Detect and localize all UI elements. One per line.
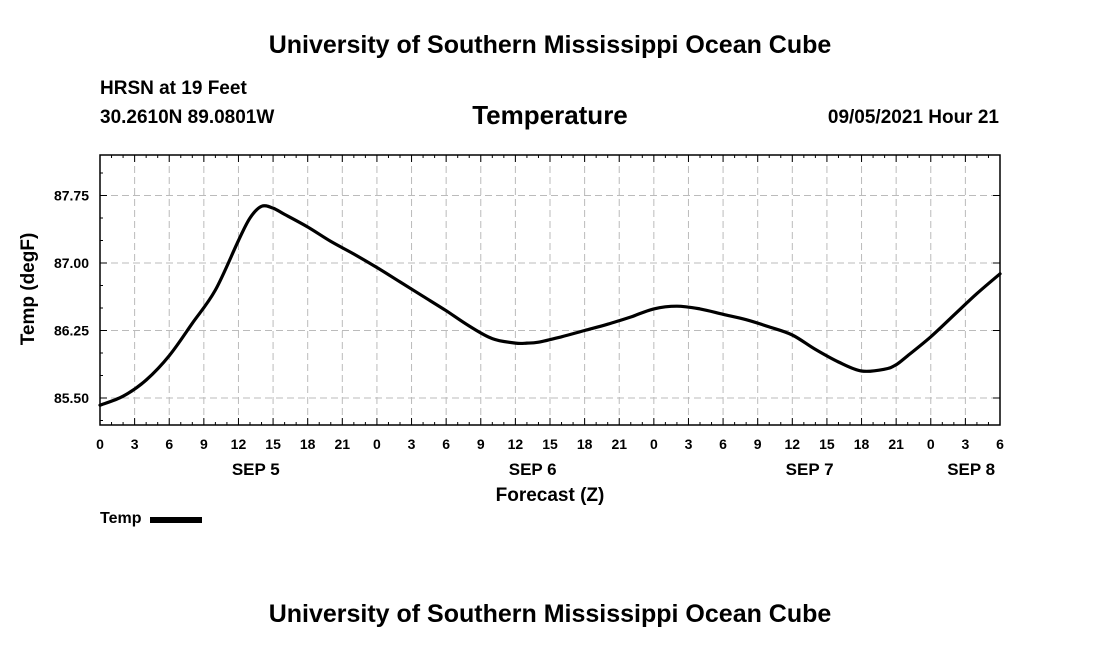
page-title: University of Southern Mississippi Ocean…	[268, 31, 832, 59]
x-tick-label: 12	[231, 436, 247, 452]
temp-series-line	[98, 204, 1002, 407]
footer-title: University of Southern Mississippi Ocean…	[268, 600, 832, 628]
x-tick-label: 0	[373, 436, 381, 452]
x-tick-label: 15	[542, 436, 558, 452]
date-label: SEP 5	[232, 460, 280, 479]
x-tick-label: 9	[200, 436, 208, 452]
station-coordinates: 30.2610N 89.0801W	[100, 107, 275, 128]
date-label: SEP 8	[947, 460, 995, 479]
x-tick-label: 18	[300, 436, 316, 452]
x-tick-label: 15	[819, 436, 835, 452]
ticks	[99, 155, 1001, 425]
station-name: HRSN at 19 Feet	[100, 78, 247, 99]
series-layer	[98, 204, 1002, 407]
date-label: SEP 7	[786, 460, 834, 479]
x-tick-label: 21	[888, 436, 904, 452]
x-tick-label: 12	[508, 436, 524, 452]
forecast-timestamp: 09/05/2021 Hour 21	[827, 107, 999, 128]
x-tick-label: 12	[785, 436, 801, 452]
x-tick-label: 0	[650, 436, 658, 452]
y-tick-label: 87.00	[54, 255, 89, 271]
y-tick-label: 86.25	[54, 323, 89, 339]
x-tick-label: 9	[477, 436, 485, 452]
legend: Temp	[100, 510, 203, 528]
x-tick-label: 9	[754, 436, 762, 452]
legend-line-swatch	[150, 517, 203, 523]
x-tick-label: 6	[442, 436, 450, 452]
x-axis-label: Forecast (Z)	[496, 485, 605, 506]
x-tick-label: 6	[165, 436, 173, 452]
x-tick-label: 3	[961, 436, 969, 452]
x-tick-label: 21	[611, 436, 627, 452]
y-axis-label: Temp (degF)	[18, 233, 39, 346]
y-tick-label: 87.75	[54, 188, 89, 204]
x-tick-label: 6	[719, 436, 727, 452]
x-tick-label: 0	[927, 436, 935, 452]
legend-label: Temp	[100, 510, 142, 527]
x-tick-label: 15	[265, 436, 281, 452]
x-tick-label: 6	[996, 436, 1004, 452]
x-tick-label: 3	[131, 436, 139, 452]
y-tick-label: 85.50	[54, 390, 89, 406]
axis-labels: 0 3 6 9 12 15 18 21 0 3 6 9 12 15 18 21 0 3 6 9 12 15 18 21 0 3 6S…	[54, 188, 1004, 480]
chart-title: Temperature	[472, 100, 628, 130]
x-tick-label: 18	[854, 436, 870, 452]
date-label: SEP 6	[509, 460, 557, 479]
x-tick-label: 21	[335, 436, 351, 452]
x-tick-label: 3	[408, 436, 416, 452]
x-tick-label: 0	[96, 436, 104, 452]
x-tick-label: 18	[577, 436, 593, 452]
x-tick-label: 3	[685, 436, 693, 452]
grid	[100, 155, 1000, 425]
